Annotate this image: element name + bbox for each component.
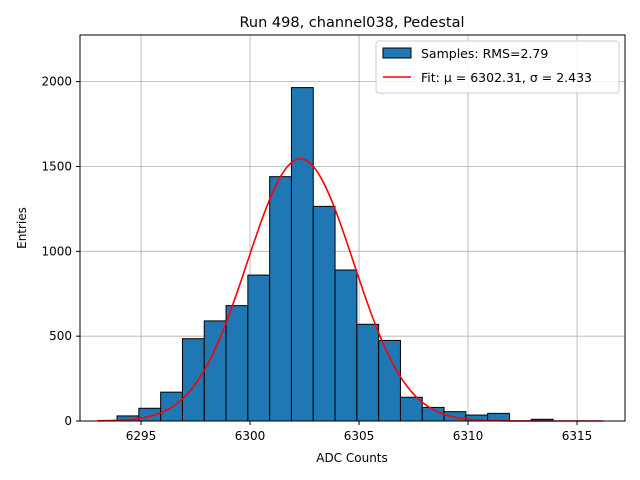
y-axis-label: Entries (15, 207, 29, 249)
y-tick-label: 2000 (41, 75, 72, 89)
chart-title: Run 498, channel038, Pedestal (239, 15, 464, 31)
histogram-bar (269, 176, 292, 422)
histogram-bar (334, 269, 358, 422)
x-tick-label: 6300 (235, 429, 266, 443)
x-tick-label: 6305 (344, 429, 375, 443)
y-tick-label: 1000 (41, 244, 72, 258)
histogram-bar (181, 338, 205, 422)
y-tick-label: 500 (49, 329, 72, 343)
histogram-bar (356, 323, 380, 422)
x-tick-label: 6315 (562, 429, 593, 443)
histogram-bar (203, 320, 227, 422)
x-tick-label: 6295 (126, 429, 157, 443)
legend-box (375, 40, 620, 94)
histogram-bar (443, 411, 467, 422)
histogram-bar (399, 396, 423, 422)
y-axis-ticks: 0 500 1000 1500 2000 (41, 75, 80, 428)
y-tick-label: 0 (64, 414, 72, 428)
x-axis-label: ADC Counts (316, 451, 388, 465)
legend-samples-label: Samples: RMS=2.79 (421, 46, 548, 61)
legend-fit-label: Fit: μ = 6302.31, σ = 2.433 (421, 70, 592, 85)
histogram-bar (247, 274, 271, 422)
histogram-bar (312, 205, 336, 422)
histogram-bar (378, 339, 401, 422)
x-axis-ticks: 6295 6300 6305 6310 6315 (126, 421, 593, 443)
x-tick-label: 6310 (453, 429, 484, 443)
legend-samples-swatch (382, 47, 412, 59)
histogram-bar (290, 87, 314, 422)
histogram-bar (225, 305, 249, 422)
histogram-bars (116, 87, 554, 422)
plot-frame (79, 34, 626, 422)
legend: Samples: RMS=2.79 Fit: μ = 6302.31, σ = … (375, 40, 620, 94)
y-tick-label: 1500 (41, 159, 72, 173)
